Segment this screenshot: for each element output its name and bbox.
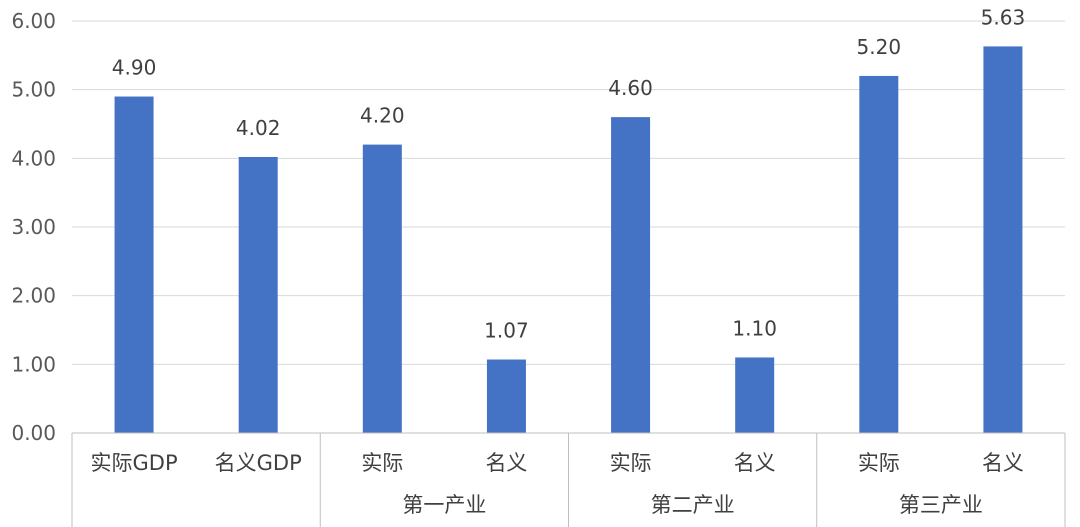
x-category-label: 实际 <box>361 451 403 475</box>
gridlines <box>72 20 1065 365</box>
x-category-label: 实际GDP <box>91 451 178 475</box>
x-group-label: 第一产业 <box>402 493 486 517</box>
x-group-label: 第二产业 <box>651 493 735 517</box>
data-label: 1.07 <box>484 319 529 343</box>
data-label: 4.02 <box>236 116 281 140</box>
y-axis-tick-labels: 0.00 1.00 2.00 3.00 4.00 5.00 6.00 <box>11 9 56 445</box>
data-labels: 4.90 4.02 4.20 1.07 4.60 1.10 5.20 5.63 <box>112 5 1025 342</box>
x-group-label: 第三产业 <box>899 493 983 517</box>
bar <box>486 359 526 433</box>
x-category-label: 实际 <box>610 451 652 475</box>
x-category-label: 名义GDP <box>215 451 302 475</box>
bar <box>362 144 402 433</box>
data-label: 4.90 <box>112 56 157 80</box>
y-tick-label: 6.00 <box>11 9 56 33</box>
data-label: 4.20 <box>360 104 405 128</box>
x-category-label: 实际 <box>858 451 900 475</box>
x-category-label: 名义 <box>485 451 527 475</box>
y-tick-label: 2.00 <box>11 284 56 308</box>
bar <box>114 96 154 434</box>
y-tick-label: 5.00 <box>11 78 56 102</box>
y-tick-label: 0.00 <box>11 421 56 445</box>
x-category-label: 名义 <box>982 451 1024 475</box>
bars <box>114 46 1023 434</box>
bar <box>735 357 775 433</box>
data-label: 4.60 <box>608 76 653 100</box>
data-label: 5.20 <box>857 35 902 59</box>
data-label: 1.10 <box>732 316 777 340</box>
data-label: 5.63 <box>981 5 1026 29</box>
y-tick-label: 4.00 <box>11 146 56 170</box>
y-tick-label: 3.00 <box>11 215 56 239</box>
bar <box>983 46 1023 433</box>
bar <box>238 156 278 433</box>
y-tick-label: 1.00 <box>11 352 56 376</box>
x-category-label: 名义 <box>734 451 776 475</box>
bar <box>611 117 651 433</box>
bar <box>859 75 899 433</box>
